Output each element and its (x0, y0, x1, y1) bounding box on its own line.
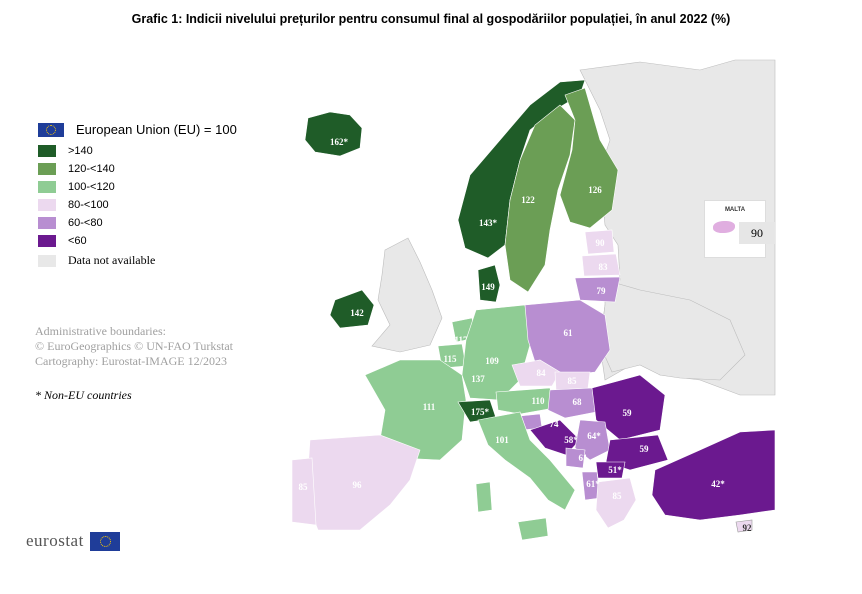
bosnia-shape (565, 447, 586, 469)
label-lithuania: 79 (597, 286, 607, 296)
legend-label: <60 (68, 235, 87, 247)
legend-label: 120-<140 (68, 163, 115, 175)
portugal-shape (291, 457, 317, 526)
sweden-shape (504, 104, 576, 293)
legend-item: 80-<100 (38, 199, 237, 211)
label-iceland: 162* (330, 137, 349, 147)
sardinia-shape (475, 481, 493, 513)
eu-flag-icon (38, 122, 64, 137)
label-bosnia: 61 (579, 453, 589, 463)
label-turkey: 42* (711, 479, 725, 489)
label-italy: 101 (495, 435, 509, 445)
label-cyprus: 92 (743, 523, 753, 533)
legend-item: 100-<120 (38, 181, 237, 193)
label-latvia: 83 (599, 262, 609, 272)
label-luxembourg: 137 (471, 374, 485, 384)
malta-value: 90 (739, 222, 775, 244)
label-france: 111 (423, 402, 436, 412)
uk-shape (371, 237, 443, 353)
bulgaria-shape (605, 434, 669, 471)
label-sweden: 122 (521, 195, 535, 205)
austria-shape (495, 387, 555, 415)
label-norway: 143* (479, 218, 498, 228)
cyprus-shape (735, 519, 753, 533)
legend-item: >140 (38, 145, 237, 157)
malta-shape (713, 221, 735, 233)
estonia-shape (584, 229, 615, 255)
label-netherlands: 117 (454, 335, 468, 345)
legend-swatch (38, 163, 56, 175)
label-greece: 85 (613, 491, 623, 501)
ireland-shape (329, 289, 375, 329)
credits-line: © EuroGeographics © UN-FAO Turkstat (35, 339, 233, 353)
label-czechia: 84 (537, 368, 547, 378)
turkey-shape (651, 429, 776, 521)
eu-flag-icon (89, 531, 120, 551)
legend-label: 80-<100 (68, 199, 109, 211)
label-slovenia: 74 (550, 419, 560, 429)
iceland-shape (304, 111, 363, 157)
legend-header-text: European Union (EU) = 100 (76, 122, 237, 137)
legend-label: >140 (68, 145, 93, 157)
label-denmark: 149 (481, 282, 495, 292)
legend-item: 120-<140 (38, 163, 237, 175)
label-spain: 96 (353, 480, 363, 490)
label-north-macedonia: 51* (608, 465, 622, 475)
legend-swatch-na (38, 254, 56, 267)
label-switzerland: 175* (471, 407, 490, 417)
latvia-shape (581, 253, 621, 277)
label-germany: 109 (485, 356, 499, 366)
malta-inset-title: MALTA (724, 207, 746, 213)
legend-label: 60-<80 (68, 217, 103, 229)
italy-shape (477, 411, 576, 511)
legend-swatch (38, 199, 56, 211)
legend-swatch (38, 181, 56, 193)
legend-item-na: Data not available (38, 253, 237, 268)
label-slovakia: 85 (568, 376, 578, 386)
label-poland: 61 (564, 328, 574, 338)
credits-line: Administrative boundaries: (35, 324, 166, 338)
label-serbia: 64* (587, 431, 601, 441)
legend-swatch (38, 217, 56, 229)
norway-shape (457, 79, 586, 259)
eurostat-logo: eurostat (26, 531, 120, 551)
hungary-shape (547, 387, 597, 419)
label-albania: 61* (586, 479, 600, 489)
romania-shape (591, 374, 666, 441)
map-credits: Administrative boundaries: © EuroGeograp… (35, 324, 233, 369)
legend-swatch (38, 235, 56, 247)
non-eu-note: * Non-EU countries (35, 388, 132, 402)
label-estonia: 90 (596, 238, 606, 248)
label-hungary: 68 (573, 397, 583, 407)
credits-line: Cartography: Eurostat-IMAGE 12/2023 (35, 354, 227, 368)
label-ireland: 142 (350, 308, 364, 318)
legend-swatch (38, 145, 56, 157)
greece-shape (595, 477, 637, 529)
spain-shape (305, 434, 421, 531)
legend-label-na: Data not available (68, 253, 156, 267)
legend-label: 100-<120 (68, 181, 115, 193)
legend-item: 60-<80 (38, 217, 237, 229)
map-title: Grafic 1: Indicii nivelului prețurilor p… (131, 12, 731, 26)
lithuania-shape (574, 276, 621, 303)
eurostat-wordmark: eurostat (26, 531, 84, 550)
sicily-shape (517, 517, 549, 541)
poland-shape (524, 299, 611, 377)
label-romania: 59 (623, 408, 633, 418)
finland-shape (559, 87, 619, 229)
france-shape (364, 359, 467, 461)
legend-item: <60 (38, 235, 237, 247)
legend-header: European Union (EU) = 100 (38, 122, 237, 137)
map-legend: European Union (EU) = 100 >140 120-<140 … (38, 122, 237, 274)
croatia-shape (529, 419, 581, 456)
label-finland: 126 (588, 185, 602, 195)
label-portugal: 85 (299, 482, 309, 492)
label-bulgaria: 59 (640, 444, 650, 454)
label-croatia: 58* (564, 435, 578, 445)
label-austria: 110 (531, 396, 545, 406)
denmark-shape (477, 264, 501, 303)
label-belgium: 115 (443, 354, 457, 364)
